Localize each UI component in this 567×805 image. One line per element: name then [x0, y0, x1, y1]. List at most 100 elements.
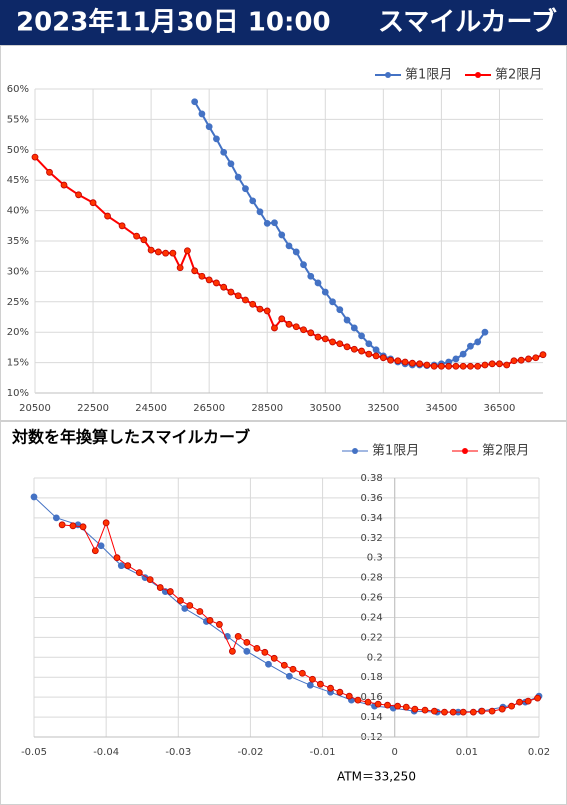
data-point [317, 680, 324, 688]
y-tick-label: 0.36 [360, 493, 382, 504]
data-point [186, 602, 194, 609]
y-tick-label: 0.3 [367, 553, 383, 564]
data-point [147, 246, 155, 254]
data-point [539, 351, 547, 359]
header-bar [0, 0, 567, 45]
x-tick-label: -0.05 [21, 747, 47, 758]
data-point [216, 621, 223, 628]
data-point [372, 352, 380, 360]
data-point [343, 316, 351, 324]
data-point [394, 357, 402, 365]
data-point [459, 708, 467, 716]
data-point [343, 343, 351, 351]
data-point [321, 288, 329, 296]
y-tick-label: 40% [7, 206, 29, 217]
y-tick-label: 25% [7, 297, 29, 308]
legend-label: 第1限月 [405, 68, 452, 83]
data-point [314, 333, 322, 341]
data-point [227, 160, 235, 168]
data-point [198, 272, 206, 280]
data-point [467, 362, 474, 370]
data-point [289, 665, 297, 673]
data-point [191, 98, 199, 106]
legend-marker [462, 448, 468, 454]
data-point [280, 661, 288, 669]
data-point [263, 307, 271, 315]
data-point [234, 292, 242, 300]
y-tick-label: 0.38 [360, 473, 382, 484]
data-point [285, 320, 293, 328]
data-point [467, 342, 474, 350]
data-point [469, 708, 477, 716]
data-point [97, 542, 105, 550]
data-point [532, 354, 540, 362]
legend-marker [352, 448, 358, 454]
data-point [459, 350, 467, 358]
data-point [278, 315, 286, 323]
legend-label: 第1限月 [372, 444, 419, 459]
legend-marker [385, 72, 391, 78]
y-tick-label: 0.16 [360, 692, 382, 703]
data-point [206, 617, 214, 624]
x-tick-label: 20500 [19, 403, 51, 414]
data-point [430, 707, 438, 715]
x-tick-label: -0.01 [310, 747, 336, 758]
x-tick-label: -0.03 [165, 747, 191, 758]
data-point [534, 694, 541, 702]
data-point [271, 219, 278, 227]
data-point [242, 296, 249, 304]
y-tick-label: 0.34 [360, 513, 382, 524]
x-tick-label: 32500 [367, 403, 399, 414]
y-tick-label: 0.14 [360, 712, 382, 723]
x-tick-label: -0.04 [93, 747, 119, 758]
legend-label: 第2限月 [495, 68, 542, 83]
data-point [508, 702, 515, 710]
data-point [517, 356, 525, 364]
data-point [298, 669, 306, 677]
data-point [387, 356, 395, 364]
data-point [321, 335, 329, 343]
data-point [449, 708, 457, 716]
data-point [285, 672, 293, 680]
data-point [336, 688, 344, 696]
data-point [140, 236, 148, 244]
y-tick-label: 0.2 [367, 652, 383, 663]
x-tick-label: 24500 [135, 403, 167, 414]
data-point [146, 576, 154, 584]
data-point [365, 340, 373, 348]
data-point [265, 660, 272, 668]
data-point [169, 249, 177, 257]
data-point [89, 199, 97, 207]
data-point [503, 361, 511, 369]
x-tick-label: 22500 [77, 403, 109, 414]
x-tick-label: -0.02 [237, 747, 263, 758]
data-point [365, 350, 373, 358]
data-point [498, 705, 506, 713]
data-point [496, 360, 503, 368]
x-tick-label: 0 [392, 747, 398, 758]
data-point [213, 135, 220, 143]
data-point [30, 493, 38, 501]
y-tick-label: 0.28 [360, 573, 382, 584]
data-point [162, 249, 170, 257]
y-tick-label: 15% [7, 358, 29, 369]
data-point [256, 208, 264, 216]
data-point [220, 148, 228, 156]
data-point [256, 305, 264, 313]
data-point [205, 276, 213, 284]
data-point [234, 173, 242, 181]
y-tick-label: 0.18 [360, 672, 382, 683]
data-point [205, 123, 213, 131]
data-point [358, 332, 365, 340]
data-point [459, 362, 467, 370]
data-point [350, 345, 358, 353]
data-point [91, 547, 99, 555]
data-point [263, 219, 271, 227]
data-point [384, 701, 391, 709]
y-tick-label: 35% [7, 236, 29, 247]
y-tick-label: 0.32 [360, 533, 382, 544]
x-tick-label: 26500 [193, 403, 225, 414]
data-point [510, 357, 518, 365]
data-point [253, 644, 261, 652]
data-point [285, 242, 293, 250]
